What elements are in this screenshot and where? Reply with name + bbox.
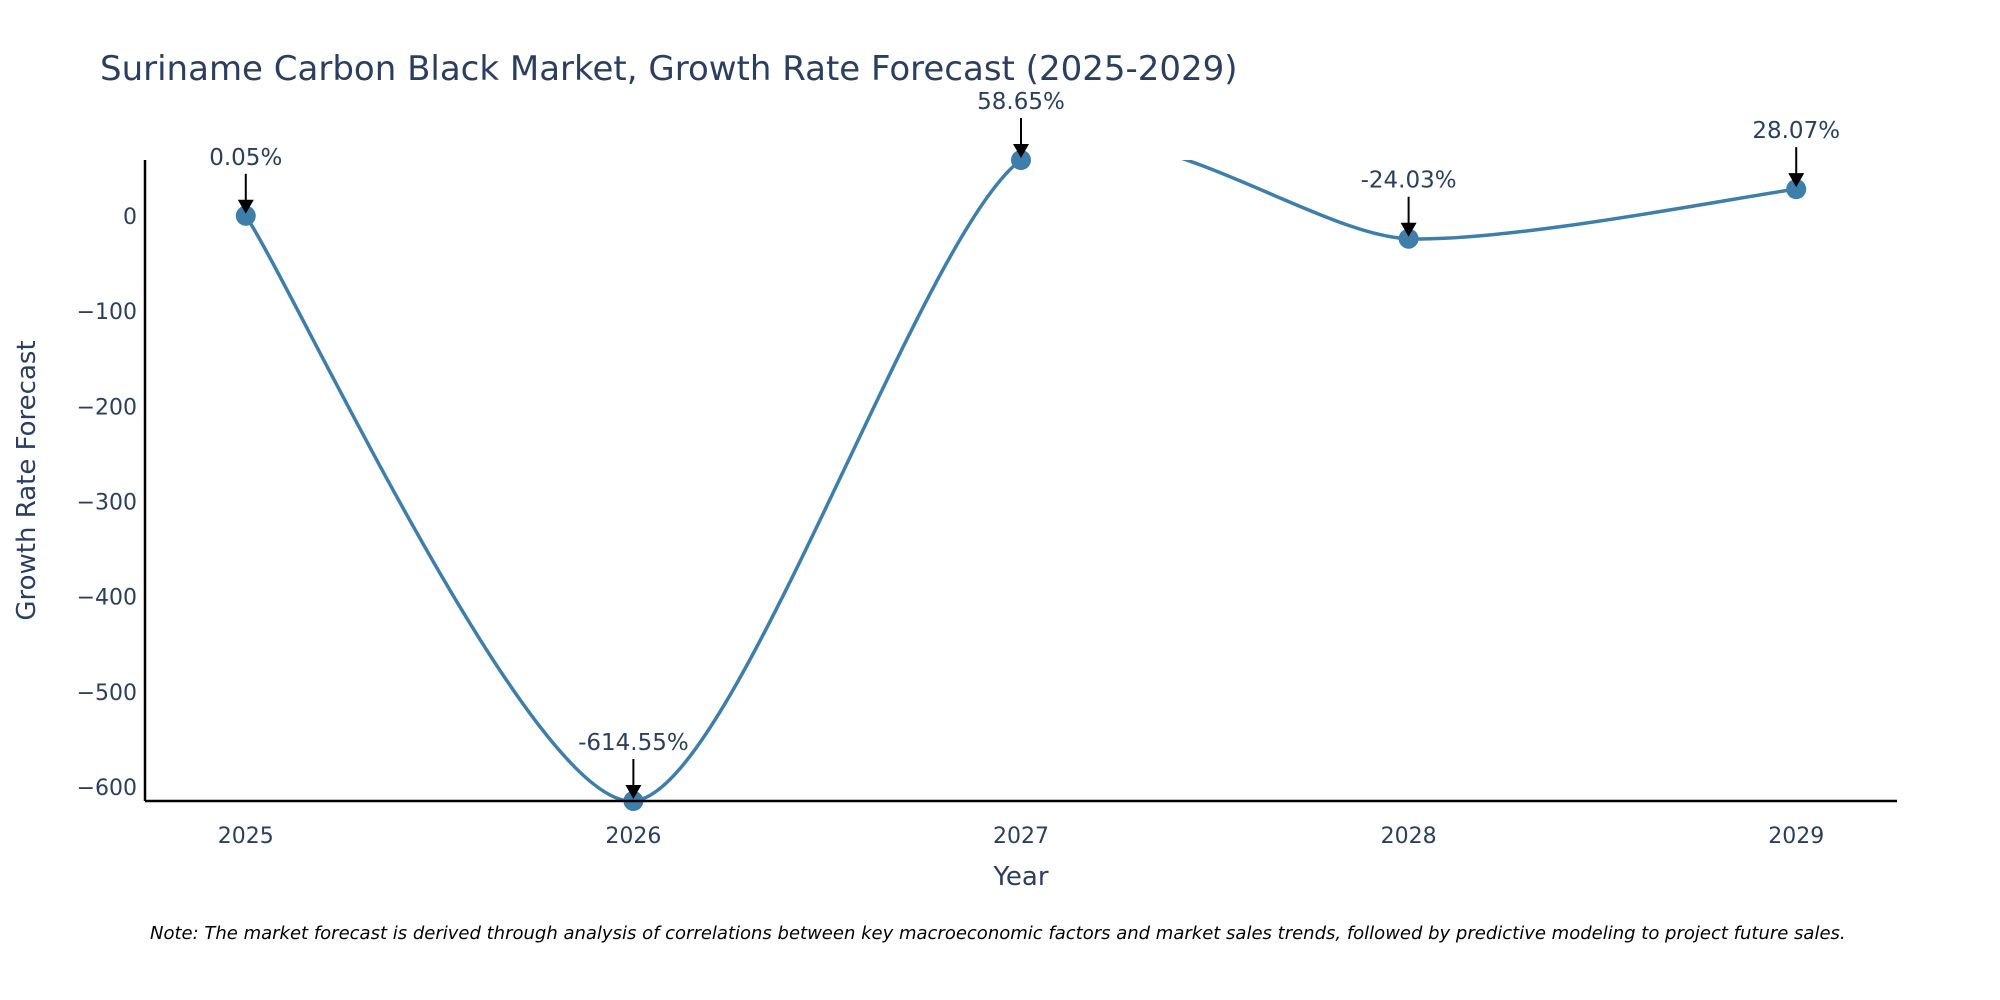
data-point xyxy=(235,205,256,226)
y-tick-label: −100 xyxy=(77,300,137,325)
y-tick-label: −600 xyxy=(77,776,137,801)
x-tick-label: 2027 xyxy=(993,824,1049,849)
data-annotations: 0.05% -614.55% 58.65% -24.03% 28.07% xyxy=(209,89,1840,799)
data-markers xyxy=(235,150,1807,811)
annotation-arrow-head xyxy=(625,785,642,799)
x-tick-label: 2028 xyxy=(1381,824,1437,849)
x-axis-title: Year xyxy=(992,862,1048,892)
y-axis-ticks: 0 −100 −200 −300 −400 −500 −600 xyxy=(77,205,137,801)
x-axis-ticks: 2025 2026 2027 2028 2029 xyxy=(218,824,1824,849)
annotation-arrow-head xyxy=(1788,173,1805,188)
y-tick-label: −400 xyxy=(77,586,137,611)
x-tick-label: 2026 xyxy=(605,824,661,849)
data-point xyxy=(1398,228,1419,249)
y-axis-title: Growth Rate Forecast xyxy=(12,340,42,620)
data-label: 58.65% xyxy=(977,89,1065,115)
y-tick-label: 0 xyxy=(123,205,137,230)
annotation-arrow-head xyxy=(1400,222,1417,237)
y-tick-label: −500 xyxy=(77,681,137,706)
data-point xyxy=(1011,150,1031,170)
footnote: Note: The market forecast is derived thr… xyxy=(150,923,1846,944)
annotation-arrow-head xyxy=(237,199,254,214)
x-tick-label: 2029 xyxy=(1768,824,1824,849)
series-line xyxy=(244,160,1797,801)
y-tick-label: −200 xyxy=(77,395,137,420)
y-tick-label: −300 xyxy=(77,490,137,515)
data-label: -24.03% xyxy=(1361,168,1457,194)
x-tick-label: 2025 xyxy=(218,824,274,849)
data-label: -614.55% xyxy=(578,730,689,756)
chart-title: Suriname Carbon Black Market, Growth Rat… xyxy=(100,49,1238,89)
data-label: 0.05% xyxy=(209,145,282,171)
annotation-arrow-head xyxy=(1013,144,1029,158)
data-point xyxy=(1786,179,1807,200)
data-label: 28.07% xyxy=(1752,118,1840,144)
